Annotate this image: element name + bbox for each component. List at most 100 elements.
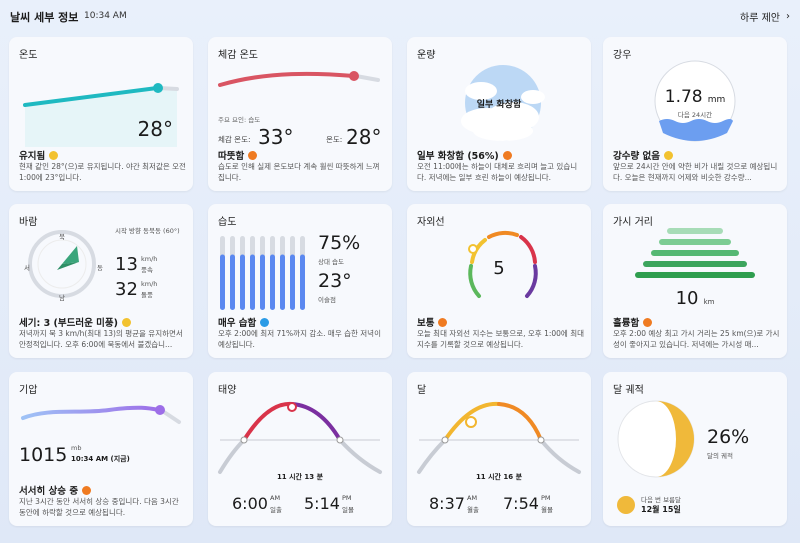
- daily-suggestion-button[interactable]: 하루 제안 ›: [740, 9, 790, 24]
- dew-point-value: 23°: [318, 270, 352, 292]
- precipitation-card[interactable]: 강우 1.78 mm 다음 24시간 강수량 없음 앞으로 24시간 안에 약한…: [603, 37, 787, 191]
- gust-label: 돌풍: [141, 291, 153, 299]
- humidity-bar: [230, 254, 235, 310]
- feels-like-card[interactable]: 체감 온도 주요 요인: 습도 체감 온도: 33° 온도: 28° 따뜻함 습…: [208, 37, 392, 191]
- status-icon: [260, 317, 270, 327]
- status-icon: [438, 317, 448, 327]
- uv-card[interactable]: 자외선 5 보통 오늘 최대 자외선 지수는 보통으로, 오후 1:00에 최대…: [407, 204, 591, 358]
- precipitation-value-group: 1.78 mm: [603, 87, 787, 107]
- rain-gauge: [654, 60, 736, 142]
- card-title: 자외선: [417, 217, 445, 228]
- wind-speed-unit: km/h: [141, 255, 158, 263]
- moon-card[interactable]: 달 11 시간 16 분 8:37 AM 월출 7:54 PM 월몰: [407, 372, 591, 526]
- top-bar: 날씨 세부 정보 10:34 AM 하루 제안 ›: [0, 0, 800, 32]
- moon-phase-card[interactable]: 달 궤적 26% 달의 궤적 다음 번 보름달 12월 15일: [603, 372, 787, 526]
- sunset-label: 일몰: [342, 506, 354, 514]
- precipitation-desc: 앞으로 24시간 안에 약한 비가 내릴 것으로 예상됩니다. 오늘은 현재까지…: [613, 162, 778, 182]
- precipitation-unit: mm: [707, 95, 726, 105]
- moonset-time: 7:54: [503, 494, 539, 513]
- precipitation-period: 다음 24시간: [677, 111, 713, 119]
- chevron-right-icon: ›: [786, 11, 790, 22]
- status-icon: [248, 150, 258, 160]
- sunrise-label: 일출: [270, 506, 282, 514]
- sunset-time: 5:14: [304, 494, 340, 513]
- uv-gauge: [468, 230, 538, 298]
- moonset-label: 월몰: [541, 506, 553, 514]
- compass-east: 동: [97, 264, 103, 272]
- gust-unit: km/h: [141, 280, 158, 288]
- wind-speed-label: 풍속: [141, 266, 153, 274]
- uv-status: 보통: [417, 315, 448, 329]
- gust-value: 32: [115, 279, 138, 300]
- status-icon: [643, 317, 653, 327]
- wind-desc: 저녁까지 북 3 km/h(최대 13)의 평균을 유지하면서 안정적입니다. …: [19, 329, 183, 349]
- humidity-bar: [300, 254, 305, 310]
- sun-duration: 11 시간 13 분: [276, 473, 324, 481]
- feels-like-desc: 습도로 인해 실제 온도보다 계속 훨씬 따뜻하게 느껴집니다.: [218, 162, 380, 182]
- precipitation-status: 강수량 없음: [613, 148, 674, 162]
- status-icon: [49, 150, 59, 160]
- humidity-bar: [270, 254, 275, 310]
- humidity-bars: [220, 236, 305, 310]
- moonrise-ampm: AM: [467, 494, 478, 502]
- humidity-card[interactable]: 습도 75% 상대 습도 23° 이슬점 매우 습함 오후 2:00에 최저 7…: [208, 204, 392, 358]
- wind-card[interactable]: 바람 북 동 남 서 시작 방향 동북동 (60°) 13 km/h 풍속 32…: [9, 204, 193, 358]
- sun-arc: [218, 401, 382, 474]
- daily-suggestion-label: 하루 제안: [740, 13, 780, 24]
- moonset-ampm: PM: [541, 494, 551, 502]
- status-icon: [502, 150, 512, 160]
- card-title: 달 궤적: [613, 385, 644, 396]
- feels-like-chart: [218, 71, 380, 87]
- temperature-card[interactable]: 온도 28° 유지됨 현재 같인 28°(으)로 유지됩니다. 야간 최저값은 …: [9, 37, 193, 191]
- compass-south: 남: [59, 294, 65, 302]
- card-title: 습도: [218, 217, 237, 228]
- card-title: 온도: [19, 50, 38, 61]
- next-full-moon-date: 12월 15일: [641, 505, 681, 514]
- uv-desc: 오늘 최대 자외선 지수는 보통으로, 오후 1:00에 최대 지수를 기록할 …: [417, 329, 585, 349]
- cloud-cover-card[interactable]: 운량 일부 화창함 일부 화창함 (56%) 오전 11:00에는 하늘이 대체…: [407, 37, 591, 191]
- page-title: 날씨 세부 정보: [10, 11, 79, 24]
- feels-label: 체감 온도:: [218, 135, 251, 144]
- compass-north: 북: [59, 233, 65, 241]
- pressure-time: 10:34 AM (지금): [71, 455, 130, 463]
- wind-start-direction: 시작 방향 동북동 (60°): [115, 227, 180, 235]
- humidity-status: 매우 습함: [218, 315, 270, 329]
- cloud-desc: 오전 11:00에는 하늘이 대체로 흐리며 늘고 있습니다. 저녁에는 일부 …: [417, 162, 578, 182]
- visibility-status: 훌륭함: [613, 315, 653, 329]
- card-title: 바람: [19, 217, 38, 228]
- dew-point-label: 이슬점: [318, 296, 336, 304]
- sunrise-ampm: AM: [270, 494, 281, 502]
- pressure-status: 서서히 상승 중: [19, 483, 92, 497]
- card-title: 강우: [613, 50, 632, 61]
- moon-duration: 11 시간 16 분: [475, 473, 523, 481]
- visibility-card[interactable]: 가시 거리 10 km 훌륭함 오후 2:00 예상 최고 가시 거리는 25 …: [603, 204, 787, 358]
- sun-card[interactable]: 태양 11 시간 13 분 6:00 AM 일출 5:14 PM 일몰: [208, 372, 392, 526]
- cloud-icon: [461, 65, 545, 141]
- humidity-desc: 오후 2:00에 최저 71%까지 감소. 매우 습한 저녁이 예상됩니다.: [218, 329, 381, 349]
- humidity-value: 75%: [318, 232, 361, 254]
- humidity-bar: [290, 254, 295, 310]
- next-full-moon-label: 다음 번 보름달: [641, 496, 682, 504]
- temperature-status: 유지됨: [19, 148, 59, 162]
- pressure-card[interactable]: 기압 1015 mb 10:34 AM (지금) 서서히 상승 중 지난 3시간…: [9, 372, 193, 526]
- sunrise-time: 6:00: [232, 494, 268, 513]
- humidity-bar: [250, 254, 255, 310]
- humidity-bar: [280, 254, 285, 310]
- card-title: 태양: [218, 385, 237, 396]
- feels-like-status: 따뜻함: [218, 148, 258, 162]
- wind-status: 세기: 3 (부드러운 미풍): [19, 315, 131, 329]
- visibility-bars: [635, 228, 755, 278]
- wind-speed-value: 13: [115, 254, 138, 275]
- card-title: 운량: [417, 50, 436, 61]
- card-title: 달: [417, 385, 427, 396]
- humidity-bar: [220, 254, 225, 310]
- status-icon: [121, 317, 131, 327]
- moonrise-label: 월출: [467, 506, 479, 514]
- pressure-value: 1015: [19, 444, 68, 466]
- status-icon: [664, 150, 674, 160]
- card-title: 기압: [19, 385, 38, 396]
- moon-phase-icon: [617, 400, 695, 478]
- moon-arc: [417, 401, 581, 474]
- compass-west: 서: [24, 264, 30, 272]
- temp-label: 온도:: [326, 135, 343, 144]
